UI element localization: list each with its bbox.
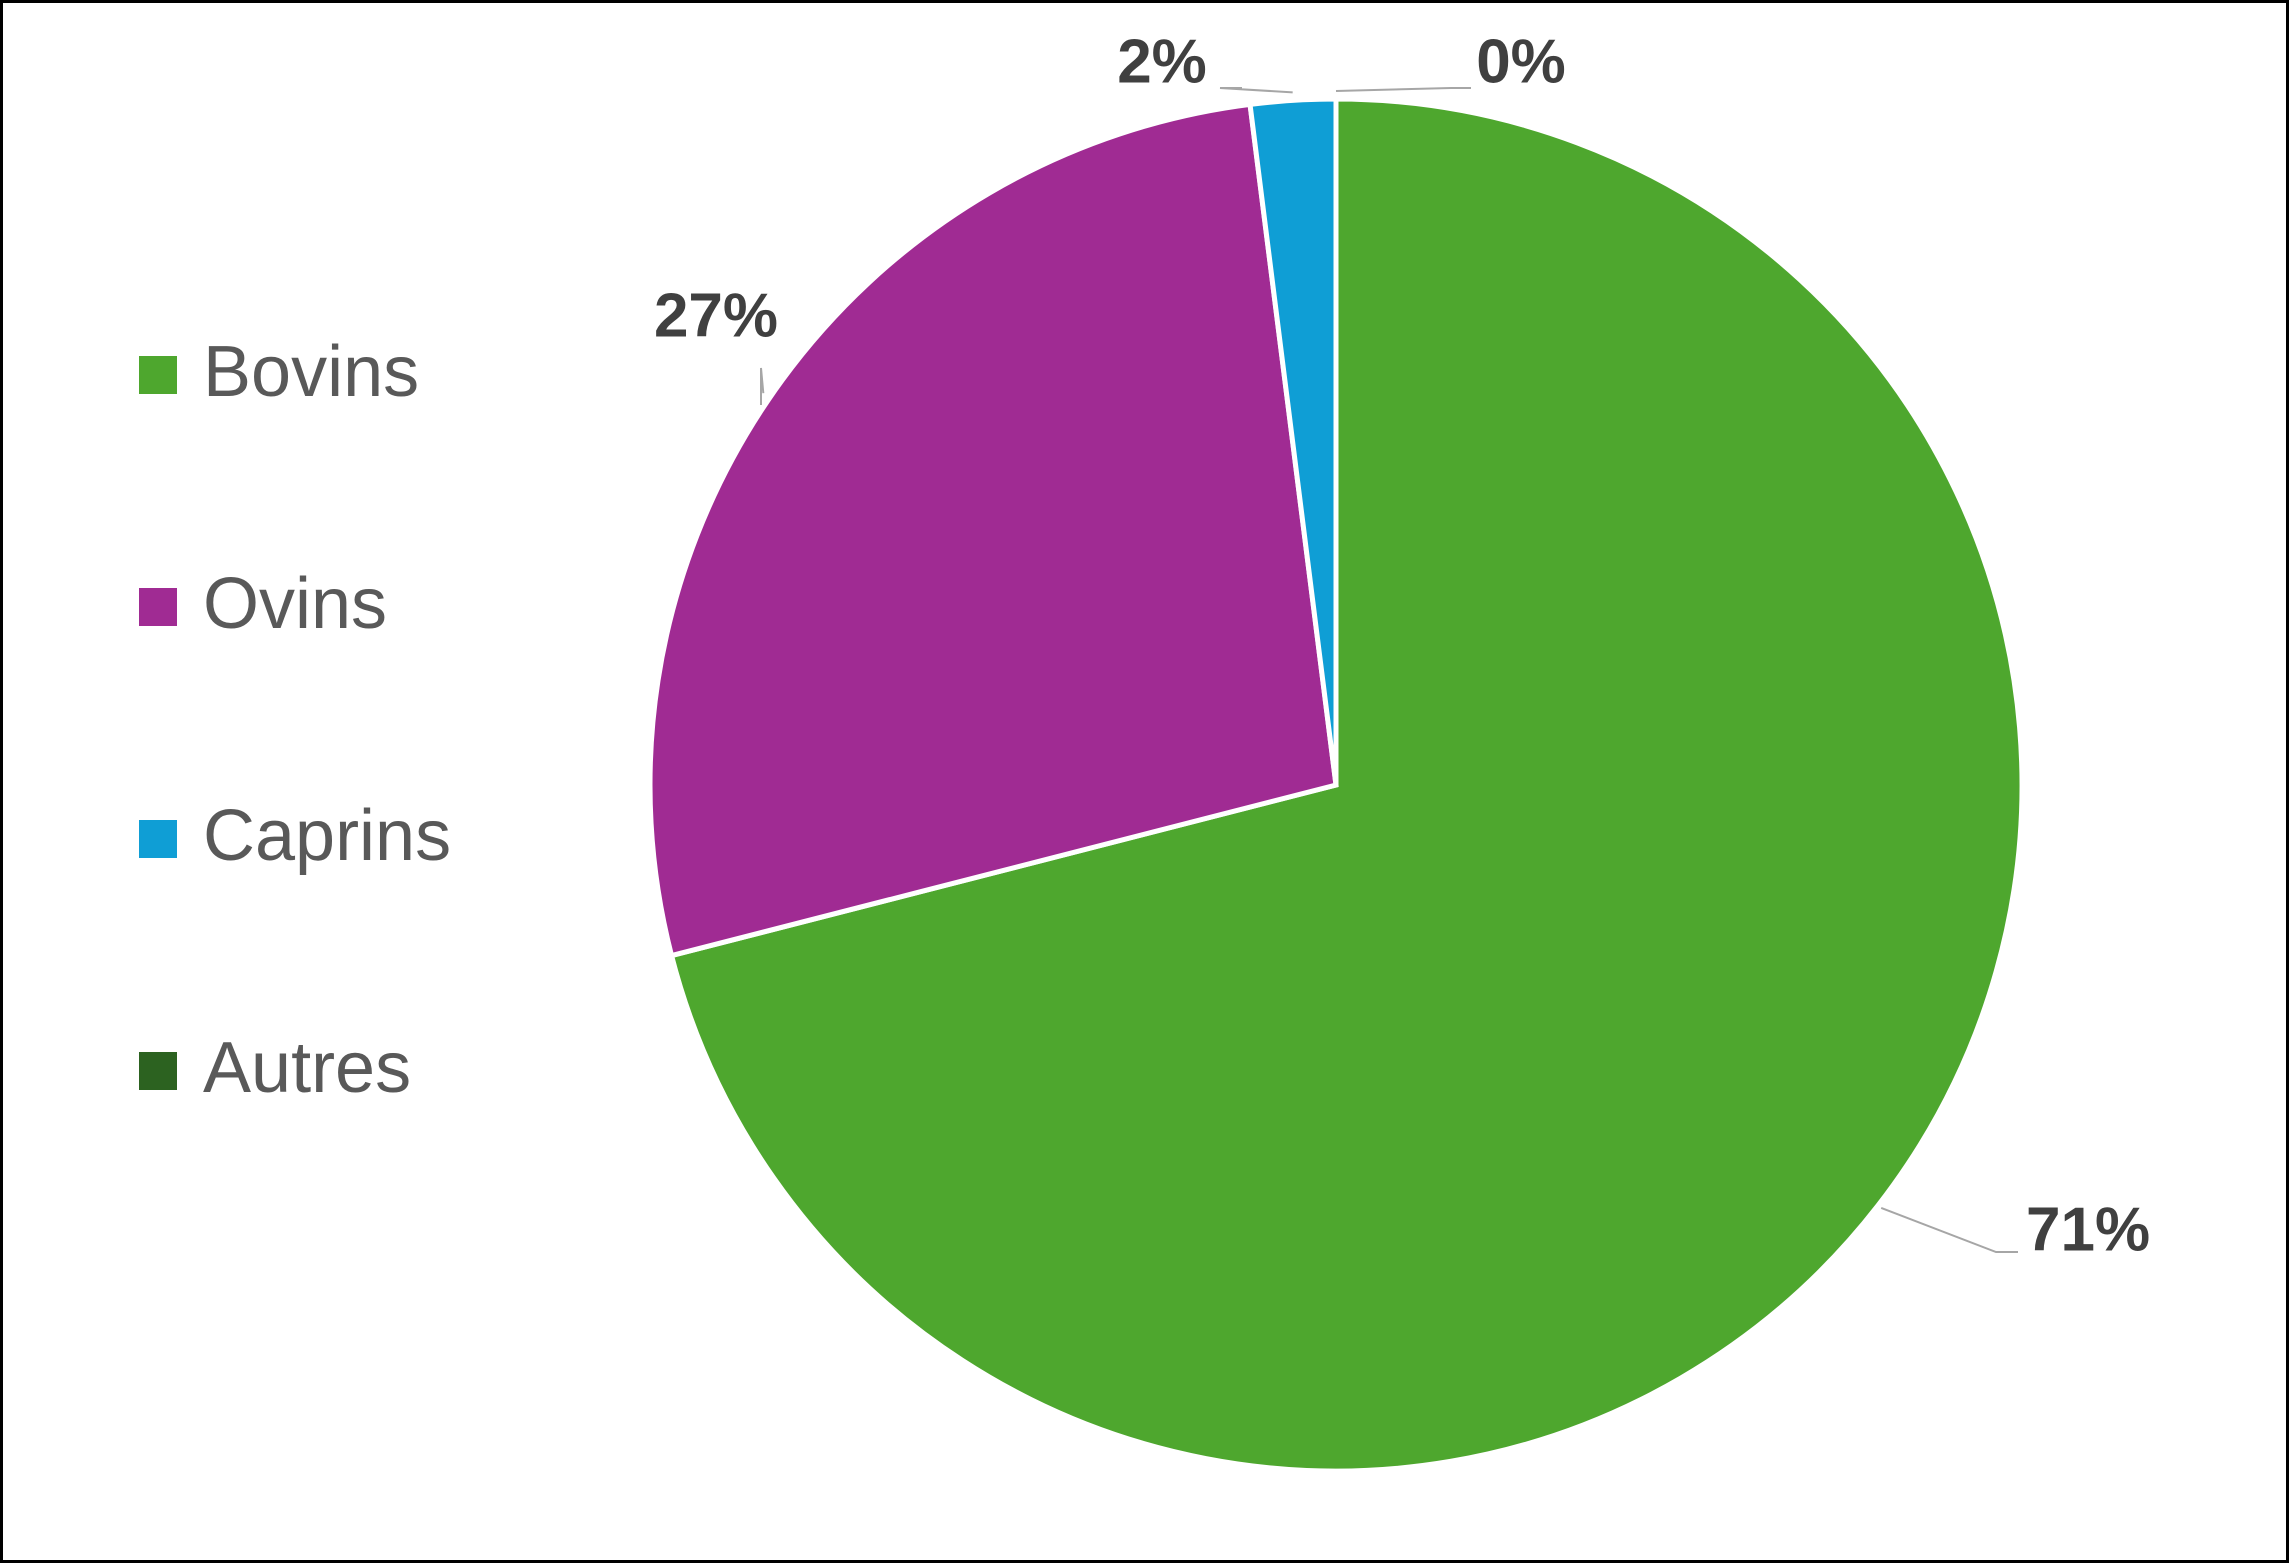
leader-line [1335, 87, 1471, 92]
leader-line [1880, 1206, 2018, 1253]
pie-slice [668, 96, 2025, 1474]
legend-swatch [139, 1052, 177, 1090]
legend-label: Ovins [203, 564, 387, 644]
pie-slice [647, 101, 1339, 959]
legend-label: Caprins [203, 796, 451, 876]
leader-line [760, 367, 765, 405]
legend-swatch [139, 820, 177, 858]
data-label: 71% [2026, 1195, 2150, 1264]
data-label: 2% [1117, 27, 1207, 96]
legend-swatch [139, 588, 177, 626]
legend-label: Autres [203, 1028, 411, 1108]
data-label: 27% [654, 281, 778, 350]
legend-swatch [139, 356, 177, 394]
data-label: 0% [1476, 27, 1566, 96]
legend-label: Bovins [203, 332, 419, 412]
leader-line [1219, 87, 1293, 94]
